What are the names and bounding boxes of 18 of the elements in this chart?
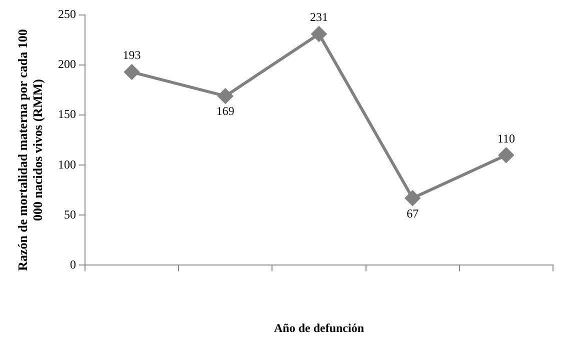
y-tick-label: 0 (70, 257, 76, 272)
data-label: 169 (216, 104, 234, 118)
y-axis-title: Razón de mortalidad materna por cada 100 000 nacidos vivos (RMM) (15, 28, 46, 273)
y-tick-label: 150 (58, 107, 76, 122)
y-tick-label: 100 (58, 157, 76, 172)
point (124, 64, 140, 80)
data-label: 67 (406, 206, 419, 220)
y-tick-label: 200 (58, 57, 76, 72)
data-label: 193 (122, 48, 141, 62)
data-label: 231 (310, 10, 328, 24)
y-tick-label: 250 (58, 7, 76, 22)
point (498, 148, 514, 163)
y-tick-label: 50 (64, 207, 76, 222)
point (218, 88, 233, 104)
data-label: 110 (497, 131, 515, 146)
point (405, 190, 420, 206)
x-axis-title: Año de defunción (274, 320, 364, 335)
point (312, 26, 326, 42)
